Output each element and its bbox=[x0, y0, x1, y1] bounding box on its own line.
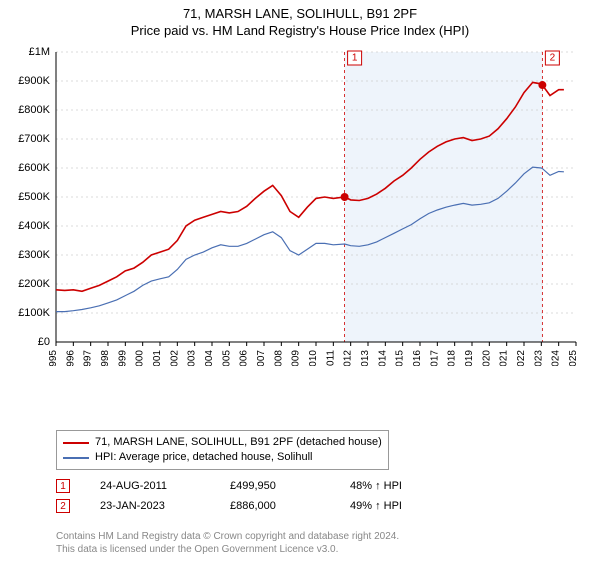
legend-swatch bbox=[63, 442, 89, 444]
chart-area: £0 £100K £200K £300K £400K £500K £600K £700K £80… bbox=[0, 46, 600, 366]
svg-text:2011: 2011 bbox=[325, 350, 336, 366]
sales-price: £886,000 bbox=[230, 500, 320, 512]
footer-line-1: Contains HM Land Registry data © Crown c… bbox=[56, 530, 399, 543]
svg-text:2012: 2012 bbox=[343, 350, 354, 366]
svg-text:2013: 2013 bbox=[360, 350, 371, 366]
svg-text:2025: 2025 bbox=[568, 350, 579, 366]
svg-text:2008: 2008 bbox=[273, 350, 284, 366]
svg-text:£500K: £500K bbox=[18, 191, 50, 203]
sales-marker: 2 bbox=[56, 499, 70, 513]
svg-text:£1M: £1M bbox=[29, 46, 50, 58]
svg-text:£200K: £200K bbox=[18, 278, 50, 290]
sales-price: £499,950 bbox=[230, 480, 320, 492]
legend: 71, MARSH LANE, SOLIHULL, B91 2PF (detac… bbox=[56, 430, 389, 470]
svg-text:2023: 2023 bbox=[533, 350, 544, 366]
footer: Contains HM Land Registry data © Crown c… bbox=[56, 530, 399, 556]
svg-text:2018: 2018 bbox=[447, 350, 458, 366]
svg-text:1997: 1997 bbox=[83, 350, 94, 366]
svg-text:£0: £0 bbox=[38, 336, 50, 348]
svg-text:2006: 2006 bbox=[239, 350, 250, 366]
svg-text:2017: 2017 bbox=[429, 350, 440, 366]
svg-text:2009: 2009 bbox=[291, 350, 302, 366]
legend-label: HPI: Average price, detached house, Soli… bbox=[95, 450, 313, 465]
svg-text:2020: 2020 bbox=[481, 350, 492, 366]
svg-text:£800K: £800K bbox=[18, 104, 50, 116]
svg-text:£600K: £600K bbox=[18, 162, 50, 174]
svg-text:2015: 2015 bbox=[395, 350, 406, 366]
svg-text:1999: 1999 bbox=[117, 350, 128, 366]
svg-text:2003: 2003 bbox=[187, 350, 198, 366]
title-sub: Price paid vs. HM Land Registry's House … bbox=[0, 23, 600, 38]
svg-text:2022: 2022 bbox=[516, 350, 527, 366]
sales-table: 1 24-AUG-2011 £499,950 48% ↑ HPI 2 23-JAN-202… bbox=[56, 476, 402, 516]
sales-date: 24-AUG-2011 bbox=[100, 480, 200, 492]
svg-text:2021: 2021 bbox=[499, 350, 510, 366]
svg-text:£900K: £900K bbox=[18, 75, 50, 87]
svg-text:1: 1 bbox=[352, 53, 358, 64]
svg-text:2007: 2007 bbox=[256, 350, 267, 366]
svg-text:£300K: £300K bbox=[18, 249, 50, 261]
sales-delta: 49% ↑ HPI bbox=[350, 500, 402, 512]
sales-row: 1 24-AUG-2011 £499,950 48% ↑ HPI bbox=[56, 476, 402, 496]
svg-text:2010: 2010 bbox=[308, 350, 319, 366]
svg-text:2016: 2016 bbox=[412, 350, 423, 366]
sales-marker: 1 bbox=[56, 479, 70, 493]
legend-row: HPI: Average price, detached house, Soli… bbox=[63, 450, 382, 465]
svg-text:2: 2 bbox=[550, 53, 556, 64]
svg-text:2014: 2014 bbox=[377, 350, 388, 366]
svg-text:2000: 2000 bbox=[135, 350, 146, 366]
footer-line-2: This data is licensed under the Open Gov… bbox=[56, 543, 399, 556]
svg-text:£400K: £400K bbox=[18, 220, 50, 232]
svg-text:1998: 1998 bbox=[100, 350, 111, 366]
svg-text:2002: 2002 bbox=[169, 350, 180, 366]
chart-svg: £0 £100K £200K £300K £400K £500K £600K £700K £80… bbox=[0, 46, 600, 366]
svg-text:2004: 2004 bbox=[204, 350, 215, 366]
legend-row: 71, MARSH LANE, SOLIHULL, B91 2PF (detac… bbox=[63, 435, 382, 450]
svg-text:2019: 2019 bbox=[464, 350, 475, 366]
svg-text:1996: 1996 bbox=[65, 350, 76, 366]
svg-text:2001: 2001 bbox=[152, 350, 163, 366]
sales-delta: 48% ↑ HPI bbox=[350, 480, 402, 492]
svg-text:£700K: £700K bbox=[18, 133, 50, 145]
legend-label: 71, MARSH LANE, SOLIHULL, B91 2PF (detac… bbox=[95, 435, 382, 450]
sales-row: 2 23-JAN-2023 £886,000 49% ↑ HPI bbox=[56, 496, 402, 516]
svg-text:£100K: £100K bbox=[18, 307, 50, 319]
legend-swatch bbox=[63, 457, 89, 459]
title-main: 71, MARSH LANE, SOLIHULL, B91 2PF bbox=[0, 6, 600, 21]
sales-date: 23-JAN-2023 bbox=[100, 500, 200, 512]
svg-text:2005: 2005 bbox=[221, 350, 232, 366]
svg-text:1995: 1995 bbox=[48, 350, 59, 366]
svg-text:2024: 2024 bbox=[551, 350, 562, 366]
